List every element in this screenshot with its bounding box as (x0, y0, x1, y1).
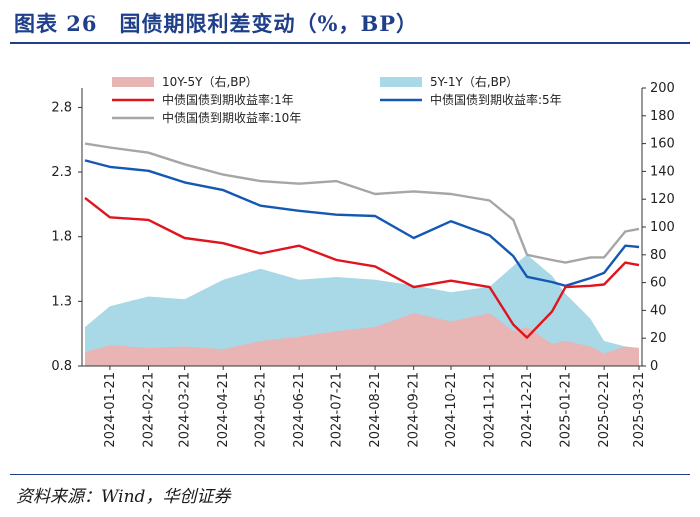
legend-label-spread_10y5y: 10Y-5Y（右,BP） (162, 74, 258, 89)
right-tick-label: 200 (650, 81, 675, 96)
chart: 0.8 1.3 1.8 2.3 2.8 0 20 40 60 80 100 120 140 160 180 2… (51, 74, 675, 448)
x-tick-label: 2025-01-21 (559, 372, 574, 448)
legend-label-spread_5y1y: 5Y-1Y（右,BP） (430, 74, 518, 89)
title-rule (10, 42, 690, 44)
left-tick-label: 0.8 (51, 359, 72, 374)
series-line-yield_5y (84, 159, 640, 287)
right-tick-label: 160 (650, 137, 675, 152)
left-tick-label: 1.3 (51, 294, 72, 309)
x-tick-label: 2024-06-21 (292, 372, 307, 448)
series-line-yield_1y (84, 196, 640, 339)
x-tick-label: 2024-10-21 (444, 372, 459, 448)
x-tick-label: 2025-03-21 (632, 372, 647, 448)
legend-swatch-spread_10y5y (112, 77, 154, 87)
right-tick-label: 140 (650, 164, 675, 179)
left-tick-label: 1.8 (51, 230, 72, 245)
x-tick-label: 2025-02-21 (597, 372, 612, 448)
x-tick-label: 2024-05-21 (254, 372, 269, 448)
chart-title: 图表 26 国债期限利差变动（%，BP） (14, 11, 419, 36)
right-tick-label: 120 (650, 192, 675, 207)
source-rule (10, 474, 690, 475)
x-tick-label: 2024-12-21 (520, 372, 535, 448)
right-tick-label: 0 (650, 359, 658, 374)
x-tick-label: 2024-07-21 (329, 372, 344, 448)
x-tick-label: 2024-04-21 (216, 372, 231, 448)
x-tick-label: 2024-09-21 (407, 372, 422, 448)
left-tick-label: 2.3 (51, 165, 72, 180)
right-tick-label: 100 (650, 220, 675, 235)
right-tick-label: 60 (650, 276, 667, 291)
legend-label-yield_1y: 中债国债到期收益率:1年 (162, 92, 294, 107)
right-tick-label: 20 (650, 331, 667, 346)
legend-swatch-spread_5y1y (380, 77, 422, 87)
right-tick-label: 180 (650, 109, 675, 124)
legend-label-yield_10y: 中债国债到期收益率:10年 (162, 110, 301, 125)
x-tick-label: 2024-11-21 (483, 372, 498, 448)
source-note: 资料来源：Wind，华创证券 (16, 487, 231, 507)
x-tick-label: 2024-03-21 (178, 372, 193, 448)
left-tick-label: 2.8 (51, 100, 72, 115)
legend-label-yield_5y: 中债国债到期收益率:5年 (430, 92, 562, 107)
x-tick-label: 2024-08-21 (368, 372, 383, 448)
x-tick-label: 2024-01-21 (103, 372, 118, 448)
x-tick-label: 2024-02-21 (141, 372, 156, 448)
series-area-spread_10y5y (85, 313, 639, 366)
right-tick-label: 40 (650, 303, 667, 318)
series-line-yield_10y (84, 142, 640, 264)
right-tick-label: 80 (650, 248, 667, 263)
